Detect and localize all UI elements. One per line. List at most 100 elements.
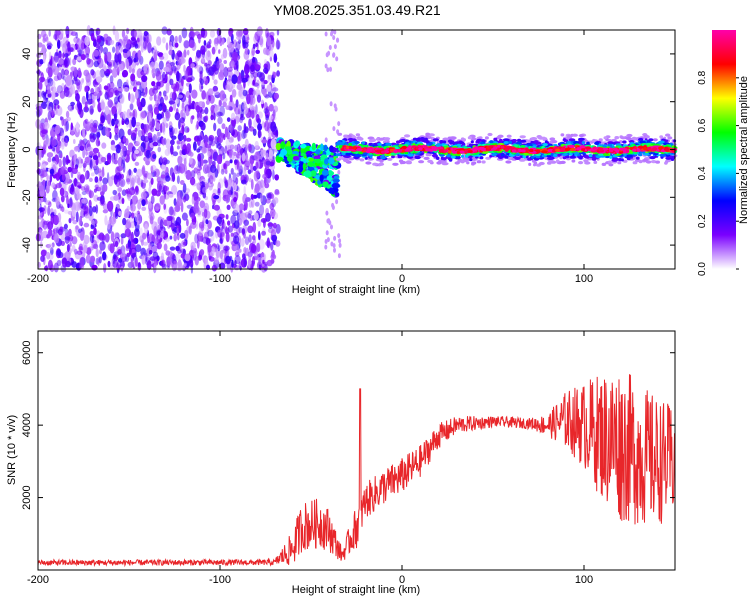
- heatmap-cell: [626, 154, 633, 158]
- heatmap-cell: [210, 164, 217, 173]
- heatmap-cell: [470, 140, 474, 144]
- heatmap-cell: [229, 255, 233, 262]
- heatmap-cell: [446, 154, 451, 158]
- heatmap-cell: [235, 31, 239, 37]
- heatmap-cell: [136, 68, 143, 79]
- heatmap-cell: [183, 40, 190, 49]
- heatmap-cell: [76, 38, 82, 49]
- heatmap-cell: [43, 220, 50, 226]
- heatmap-cell: [60, 240, 65, 246]
- heatmap-cell: [107, 260, 111, 268]
- heatmap-cell: [333, 29, 337, 35]
- heatmap-cell: [136, 220, 140, 226]
- heatmap-cell: [163, 137, 167, 145]
- heatmap-cell: [86, 247, 92, 256]
- heatmap-cell: [94, 84, 98, 94]
- heatmap-cell: [46, 76, 51, 83]
- heatmap-cell: [137, 130, 143, 138]
- heatmap-cell: [85, 254, 91, 264]
- heatmap-cell: [103, 47, 108, 55]
- heatmap-cell: [85, 149, 88, 156]
- heatmap-cell: [98, 83, 102, 93]
- heatmap-cell: [337, 121, 341, 127]
- heatmap-cell: [155, 70, 162, 82]
- heatmap-cell: [92, 155, 99, 161]
- heatmap-cell: [103, 183, 108, 192]
- heatmap-cell: [163, 203, 166, 210]
- heatmap-cell: [205, 256, 208, 266]
- heatmap-cell: [124, 228, 132, 238]
- heatmap-cell: [35, 103, 42, 109]
- heatmap-cell: [210, 231, 215, 242]
- heatmap-cell: [74, 250, 82, 260]
- heatmap-cell: [191, 31, 196, 37]
- heatmap-cell: [198, 221, 205, 229]
- heatmap-cell: [156, 113, 163, 120]
- heatmap-cell: [251, 106, 256, 111]
- heatmap-cell: [230, 186, 234, 196]
- heatmap-cell: [210, 104, 216, 114]
- heatmap-cell: [119, 178, 126, 188]
- heatmap-cell: [128, 243, 132, 249]
- heatmap-cell: [247, 77, 250, 87]
- heatmap-cell: [177, 259, 182, 267]
- heatmap-cell: [650, 160, 657, 164]
- heatmap-cell: [617, 161, 622, 165]
- heatmap-cell: [542, 143, 548, 147]
- heatmap-cell: [648, 138, 654, 142]
- heatmap-cell: [214, 37, 218, 43]
- heatmap-cell: [75, 158, 79, 168]
- heatmap-cell: [45, 36, 49, 43]
- heatmap-cell: [157, 234, 161, 240]
- heatmap-cell: [233, 203, 240, 213]
- heatmap-cell: [489, 140, 494, 144]
- heatmap-cell: [51, 182, 56, 188]
- heatmap-cell: [57, 212, 62, 223]
- heatmap-cell: [158, 60, 164, 70]
- heatmap-cell: [241, 179, 247, 185]
- heatmap-cell: [39, 203, 42, 214]
- heatmap-cell: [176, 195, 183, 207]
- heatmap-cell: [337, 169, 341, 175]
- heatmap-cell: [504, 155, 509, 159]
- heatmap-cell: [244, 236, 250, 245]
- heatmap-cell: [223, 60, 227, 64]
- heatmap-cell: [40, 197, 44, 203]
- heatmap-cell: [272, 222, 277, 229]
- heatmap-cell: [159, 219, 164, 230]
- heatmap-cell: [63, 223, 68, 230]
- heatmap-cell: [176, 232, 180, 241]
- heatmap-cell: [66, 244, 70, 252]
- heatmap-cell: [292, 160, 296, 164]
- heatmap-cell: [117, 45, 122, 54]
- heatmap-cell: [93, 227, 97, 236]
- heatmap-cell: [68, 104, 71, 111]
- heatmap-cell: [159, 55, 165, 60]
- heatmap-cell: [145, 125, 148, 136]
- heatmap-cell: [85, 71, 89, 78]
- heatmap-cell: [190, 221, 197, 229]
- heatmap-cell: [221, 123, 226, 130]
- heatmap-cell: [117, 264, 121, 269]
- heatmap-cell: [188, 83, 192, 94]
- heatmap-cell: [65, 75, 72, 86]
- heatmap-cell: [427, 159, 433, 163]
- heatmap-cell: [436, 161, 442, 165]
- heatmap-cell: [82, 133, 86, 139]
- heatmap-cell: [176, 175, 180, 184]
- heatmap-cell: [235, 41, 241, 51]
- heatmap-cell: [581, 141, 586, 145]
- heatmap-cell: [130, 203, 136, 212]
- heatmap-cell: [213, 79, 218, 85]
- heatmap-cell: [190, 76, 195, 81]
- heatmap-cell: [177, 249, 182, 254]
- heatmap-cell: [85, 185, 90, 195]
- heatmap-cell: [119, 93, 125, 105]
- heatmap-cell: [251, 46, 255, 56]
- heatmap-cell: [146, 172, 153, 180]
- heatmap-cell: [242, 128, 248, 139]
- heatmap-cell: [85, 171, 88, 181]
- heatmap-cell: [228, 125, 232, 131]
- heatmap-cell: [86, 98, 93, 105]
